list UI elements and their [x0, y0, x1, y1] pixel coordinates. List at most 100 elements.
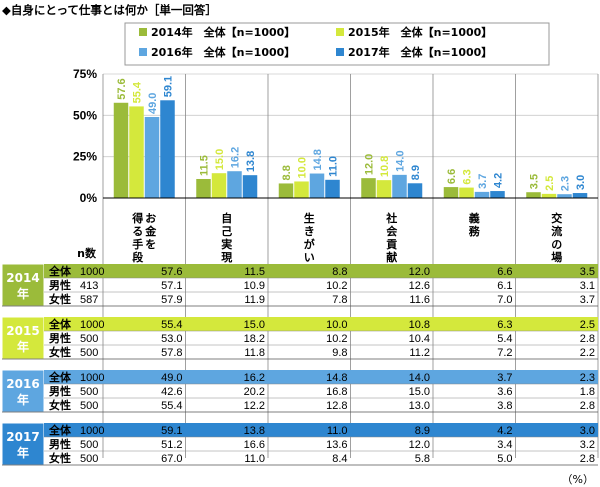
- table-cell: 6.1: [497, 280, 512, 292]
- row-n: 1000: [80, 319, 104, 331]
- data-label: 8.8: [281, 165, 293, 180]
- page-title: ◆自身にとって仕事とは何か［単一回答］: [2, 3, 217, 17]
- table-cell: 18.2: [244, 333, 265, 345]
- row-label: 全体: [48, 370, 72, 384]
- category-label: る: [132, 225, 143, 238]
- table-cell: 3.8: [497, 400, 512, 412]
- data-label: 3.7: [477, 174, 489, 189]
- year-suffix: 年: [17, 392, 29, 407]
- y-tick-label: 75%: [73, 67, 97, 81]
- table-cell: 12.2: [244, 400, 265, 412]
- table-cell: 20.2: [244, 386, 265, 398]
- bar: [309, 173, 325, 198]
- table-cell: 3.0: [580, 425, 595, 437]
- table-cell: 10.8: [409, 319, 430, 331]
- row-n: 500: [80, 453, 98, 465]
- data-label: 6.3: [462, 169, 474, 184]
- data-label: 14.0: [395, 150, 407, 171]
- total-row-bg: [44, 264, 598, 278]
- category-label: 現: [221, 251, 232, 264]
- year-label: 2015: [6, 324, 39, 338]
- category-label: 得: [131, 211, 143, 225]
- table-cell: 5.0: [497, 453, 512, 465]
- row-n: 1000: [80, 266, 104, 278]
- row-label: 全体: [48, 264, 72, 278]
- bar: [557, 194, 572, 198]
- table-cell: 2.8: [580, 333, 595, 345]
- bar: [278, 183, 294, 198]
- table-cell: 16.8: [326, 386, 347, 398]
- table-cell: 10.4: [409, 333, 430, 345]
- bar: [572, 193, 588, 198]
- row-n: 500: [80, 439, 98, 451]
- table-cell: 3.4: [497, 439, 512, 451]
- table-cell: 3.5: [580, 266, 595, 278]
- table-cell: 3.7: [580, 294, 595, 306]
- table-cell: 11.5: [244, 266, 265, 278]
- table-cell: 3.6: [497, 386, 512, 398]
- category-label: の: [551, 238, 562, 251]
- table-cell: 55.4: [161, 319, 182, 331]
- y-tick-label: 25%: [73, 150, 97, 164]
- row-n: 587: [80, 294, 98, 306]
- year-label: 2016: [6, 377, 39, 391]
- category-label: い: [304, 251, 315, 264]
- data-label: 15.0: [214, 149, 226, 170]
- total-row-bg: [44, 317, 598, 331]
- category-label: 場: [551, 250, 562, 264]
- data-label: 10.0: [297, 157, 309, 178]
- bar: [541, 193, 557, 198]
- row-label: 女性: [49, 292, 71, 306]
- year-cell: [1, 422, 45, 466]
- table-cell: 11.9: [244, 294, 265, 306]
- table-cell: 42.6: [161, 386, 182, 398]
- bar: [129, 106, 144, 198]
- table-cell: 4.2: [497, 425, 512, 437]
- table-cell: 57.9: [161, 294, 182, 306]
- category-label: 手: [132, 237, 143, 251]
- bar: [325, 179, 340, 198]
- table-cell: 6.3: [497, 319, 512, 331]
- data-label: 12.0: [364, 154, 376, 175]
- table-cell: 57.6: [161, 266, 182, 278]
- table-cell: 15.0: [409, 386, 430, 398]
- table-cell: 5.4: [497, 333, 512, 345]
- data-label: 2.5: [544, 176, 556, 191]
- table-cell: 11.0: [244, 453, 265, 465]
- category-label: 会: [386, 224, 398, 238]
- table-cell: 7.2: [497, 347, 512, 359]
- legend-swatch: [139, 28, 147, 36]
- data-label: 11.0: [328, 156, 340, 177]
- bar: [242, 175, 258, 198]
- category-label: 貢: [386, 238, 397, 251]
- row-n: 500: [80, 400, 98, 412]
- row-n: 500: [80, 347, 98, 359]
- bar: [392, 174, 407, 198]
- bar: [294, 181, 309, 198]
- category-label: を: [145, 238, 156, 251]
- table-cell: 12.6: [409, 280, 430, 292]
- table-cell: 11.0: [327, 425, 348, 437]
- data-label: 57.6: [116, 78, 128, 99]
- row-label: 男性: [49, 437, 71, 451]
- data-label: 13.8: [245, 151, 257, 172]
- bar: [144, 116, 160, 198]
- table-cell: 11.8: [244, 347, 265, 359]
- table-cell: 2.8: [580, 400, 595, 412]
- table-cell: 10.0: [326, 319, 347, 331]
- data-label: 14.8: [312, 149, 324, 170]
- year-cell: [1, 316, 45, 360]
- table-cell: 7.8: [332, 294, 347, 306]
- table-cell: 2.5: [580, 319, 595, 331]
- y-tick-label: 0%: [80, 191, 98, 205]
- table-cell: 2.3: [580, 372, 595, 384]
- bar: [376, 180, 392, 198]
- year-label: 2017: [6, 430, 39, 444]
- table-cell: 8.8: [332, 266, 347, 278]
- row-n: 500: [80, 386, 98, 398]
- bar: [407, 183, 423, 198]
- table-cell: 9.8: [332, 347, 347, 359]
- row-n: 1000: [80, 425, 104, 437]
- table-cell: 10.9: [244, 280, 265, 292]
